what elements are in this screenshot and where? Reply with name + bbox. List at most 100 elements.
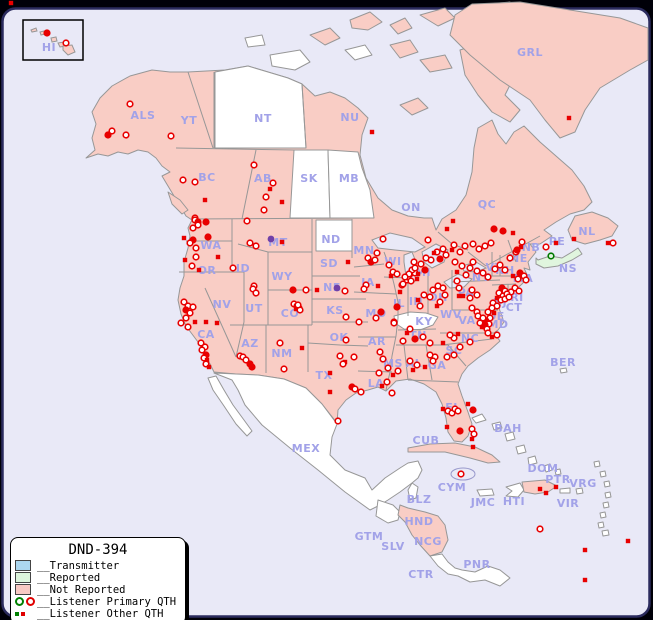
- listener-primary-qth-marker: [441, 291, 449, 299]
- listener-primary-qth-marker: [186, 309, 194, 317]
- listener-other-qth-marker: [479, 324, 485, 330]
- region-label-mn: MN: [353, 244, 374, 257]
- listener-primary-qth-marker: [429, 357, 437, 365]
- region-label-mb: MB: [339, 172, 359, 185]
- region-label-or: OR: [198, 264, 217, 277]
- region-label-ctr: CTR: [408, 568, 434, 581]
- listener-other-qth-marker: [379, 383, 385, 389]
- listener-other-qth-marker: [582, 577, 588, 583]
- region-label-slv: SLV: [381, 540, 404, 553]
- region-label-nl: NL: [578, 225, 595, 238]
- listener-primary-qth-marker: [468, 286, 476, 294]
- listener-other-qth-marker: [553, 484, 559, 490]
- listener-primary-qth-marker: [416, 302, 424, 310]
- listener-primary-qth-marker: [167, 132, 175, 140]
- listener-other-qth-marker: [375, 283, 381, 289]
- region-label-hi: HI: [42, 41, 56, 54]
- listener-primary-qth-marker: [439, 245, 447, 253]
- region-label-ncg: NCG: [414, 535, 442, 548]
- listener-cluster-marker: [499, 227, 507, 235]
- listener-primary-qth-marker: [458, 262, 466, 270]
- listener-other-qth-marker: [279, 239, 285, 245]
- listener-primary-qth-marker: [442, 251, 450, 259]
- listener-primary-qth-marker: [182, 314, 190, 322]
- listener-primary-qth-marker: [456, 343, 464, 351]
- legend-row-reported: __Reported: [15, 572, 181, 584]
- listener-primary-qth-marker: [446, 331, 454, 339]
- listener-primary-qth-marker: [475, 245, 483, 253]
- listener-cluster-marker: [411, 335, 419, 343]
- overlapped-marker: [267, 235, 275, 243]
- listener-primary-qth-marker: [252, 289, 260, 297]
- listener-primary-qth-marker: [394, 367, 402, 375]
- region-label-il: IL: [393, 297, 405, 310]
- listener-cluster-marker: [513, 246, 521, 254]
- region-label-on: ON: [401, 201, 421, 214]
- cayman-highlight-oval: [450, 467, 476, 481]
- listener-other-qth-marker: [456, 293, 462, 299]
- not-reported-swatch-icon: [15, 584, 31, 595]
- listener-primary-qth-marker: [262, 193, 270, 201]
- region-label-vrg: VRG: [569, 477, 597, 490]
- listener-other-qth-marker: [279, 199, 285, 205]
- region-label-vir: VIR: [557, 497, 580, 510]
- listener-primary-qth-marker: [426, 293, 434, 301]
- listener-primary-qth-marker: [481, 242, 489, 250]
- listener-cluster-marker: [43, 29, 51, 37]
- vancouver-island: [167, 191, 189, 215]
- listener-primary-qth-marker: [470, 430, 478, 438]
- listener-other-qth-marker: [415, 271, 421, 277]
- listener-other-qth-marker: [181, 235, 187, 241]
- listener-cluster-marker: [204, 233, 212, 241]
- listener-other-qth-marker: [553, 240, 559, 246]
- legend-row-listener-primary: __Listener Primary QTH: [15, 596, 181, 608]
- listener-other-qth-marker: [625, 538, 631, 544]
- listener-cluster-marker: [469, 406, 477, 414]
- listener-primary-qth-marker: [542, 243, 550, 251]
- listener-primary-qth-marker: [491, 265, 499, 273]
- listener-other-qth-marker: [369, 129, 375, 135]
- listener-primary-qth-marker: [411, 264, 419, 272]
- listener-other-qth-marker: [422, 364, 428, 370]
- listener-primary-qth-marker: [466, 264, 474, 272]
- markers-layer: [8, 0, 631, 583]
- listener-primary-qth-marker: [360, 285, 368, 293]
- listener-other-qth-marker: [388, 273, 394, 279]
- listener-primary-qth-marker: [479, 314, 487, 322]
- listener-primary-qth-marker: [426, 351, 434, 359]
- region-label-id: ID: [236, 262, 250, 275]
- newfoundland: [567, 211, 619, 245]
- listener-cluster-marker: [393, 303, 401, 311]
- reported-swatch-icon: [15, 572, 31, 583]
- listener-primary-qth-marker: [406, 357, 414, 365]
- listener-primary-qth-marker: [242, 356, 250, 364]
- listener-cluster-marker: [248, 363, 256, 371]
- region-baja: [207, 375, 253, 437]
- legend-box[interactable]: DND-394 __Transmitter __Reported __Not R…: [10, 537, 186, 620]
- listener-primary-qth-marker: [401, 273, 409, 281]
- listener-other-qth-marker: [537, 486, 543, 492]
- region-label-sd: SD: [320, 257, 338, 270]
- region-label-md: MD: [487, 318, 508, 331]
- region-jmc: [476, 488, 495, 497]
- listener-primary-red-circle-icon: [26, 597, 35, 606]
- listener-primary-qth-marker: [468, 304, 476, 312]
- listener-other-qth-marker: [267, 186, 273, 192]
- listener-primary-qth-marker: [177, 319, 185, 327]
- listener-primary-qth-marker: [522, 276, 530, 284]
- listener-other-green-square-icon: [15, 611, 19, 616]
- overlapped-marker: [333, 284, 341, 292]
- listener-primary-qth-marker: [280, 365, 288, 373]
- listener-primary-qth-marker: [466, 294, 474, 302]
- listener-primary-qth-marker: [417, 260, 425, 268]
- listener-other-qth-marker: [314, 287, 320, 293]
- listener-primary-qth-marker: [379, 235, 387, 243]
- listener-other-qth-marker: [510, 230, 516, 236]
- region-label-nb: NB: [522, 241, 541, 254]
- region-ctr-pnr: [429, 553, 511, 587]
- listener-primary-qth-marker: [514, 275, 522, 283]
- region-label-ct: CT: [506, 301, 523, 314]
- listener-primary-qth-marker: [451, 258, 459, 266]
- region-label-ptr: PTR: [545, 473, 571, 486]
